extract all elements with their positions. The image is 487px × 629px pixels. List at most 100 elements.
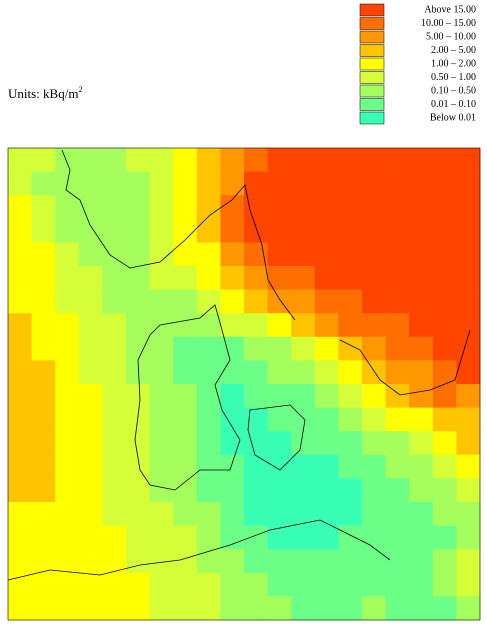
grid-cell: [31, 195, 56, 220]
grid-cell: [149, 360, 174, 385]
grid-cell: [149, 313, 174, 338]
grid-cell: [31, 384, 56, 408]
grid-cell: [314, 242, 339, 267]
grid-cell: [409, 525, 434, 550]
grid-cell: [126, 242, 150, 267]
grid-cell: [196, 360, 221, 385]
grid-cell: [432, 525, 457, 550]
grid-cell: [126, 454, 150, 479]
grid-cell: [385, 454, 410, 479]
grid-cell: [196, 266, 221, 290]
grid-cell: [456, 407, 481, 432]
grid-cell: [291, 171, 316, 196]
grid-cell: [55, 360, 80, 385]
grid-cell: [126, 525, 150, 550]
grid-cell: [314, 195, 339, 220]
grid-cell: [149, 289, 174, 314]
grid-cell: [220, 336, 245, 361]
grid-cell: [456, 360, 481, 385]
grid-cell: [149, 407, 174, 432]
grid-cell: [267, 148, 292, 172]
grid-cell: [173, 407, 198, 432]
coastline: [61, 149, 296, 321]
grid-cell: [432, 572, 457, 597]
grid-cell: [55, 478, 80, 503]
grid-cell: [362, 171, 386, 196]
grid-cell: [291, 454, 316, 479]
grid-cell: [409, 502, 434, 526]
grid-cell: [8, 171, 32, 196]
grid-cell: [314, 384, 339, 408]
grid-cell: [244, 195, 268, 220]
grid-cell: [196, 431, 221, 456]
grid-cell: [244, 266, 268, 290]
grid-cell: [244, 596, 268, 621]
grid-cell: [55, 218, 80, 243]
grid-cell: [102, 218, 127, 243]
legend: Above 15.00 10.00 – 15.00 5.00 – 10.00 2.00…: [359, 3, 476, 125]
grid-cell: [362, 502, 386, 526]
grid-cell: [314, 171, 339, 196]
grid-cell: [55, 266, 80, 290]
grid-cell: [291, 502, 316, 526]
grid-cell: [456, 266, 481, 290]
grid-cell: [8, 195, 32, 220]
grid-cell: [55, 289, 80, 314]
grid-cell: [55, 525, 80, 550]
grid-cell: [173, 549, 198, 574]
grid-cell: [220, 266, 245, 290]
legend-swatch: [359, 3, 385, 17]
grid-cell: [314, 360, 339, 385]
grid-cell: [409, 336, 434, 361]
grid-cell: [8, 336, 32, 361]
grid-cell: [8, 454, 32, 479]
grid-cell: [385, 502, 410, 526]
grid-cell: [196, 313, 221, 338]
grid-cell: [220, 596, 245, 621]
grid-cell: [362, 596, 386, 621]
grid-cell: [338, 195, 363, 220]
grid-cell: [362, 218, 386, 243]
grid-cell: [338, 407, 363, 432]
grid-cell: [102, 171, 127, 196]
grid-cell: [244, 289, 268, 314]
grid-cell: [409, 384, 434, 408]
grid-cell: [196, 572, 221, 597]
grid-cell: [291, 242, 316, 267]
grid-cell: [338, 266, 363, 290]
grid-cell: [456, 502, 481, 526]
grid-cell: [173, 502, 198, 526]
grid-cell: [456, 431, 481, 456]
grid-cell: [432, 360, 457, 385]
grid-cell: [196, 289, 221, 314]
grid-cell: [102, 195, 127, 220]
grid-cell: [102, 148, 127, 172]
grid-cell: [102, 596, 127, 621]
units-text: Units: kBq/m: [8, 86, 78, 101]
grid-cell: [456, 525, 481, 550]
grid-cell: [102, 266, 127, 290]
grid-cell: [409, 407, 434, 432]
grid-cell: [173, 454, 198, 479]
grid-cell: [220, 313, 245, 338]
grid-cell: [338, 242, 363, 267]
grid-cell: [338, 572, 363, 597]
grid-cell: [220, 431, 245, 456]
grid-cell: [432, 596, 457, 621]
grid-cell: [126, 148, 150, 172]
grid-cell: [173, 336, 198, 361]
grid-cell: [78, 218, 103, 243]
grid-cell: [267, 478, 292, 503]
grid-cell: [267, 266, 292, 290]
grid-cell: [432, 502, 457, 526]
coastline: [7, 519, 391, 581]
grid-cell: [409, 360, 434, 385]
grid-cell: [149, 431, 174, 456]
grid-cell: [385, 572, 410, 597]
grid-cell: [338, 289, 363, 314]
grid-cell: [267, 572, 292, 597]
grid-cell: [8, 572, 32, 597]
grid-cell: [456, 572, 481, 597]
grid-cell: [362, 384, 386, 408]
grid-cell: [385, 525, 410, 550]
